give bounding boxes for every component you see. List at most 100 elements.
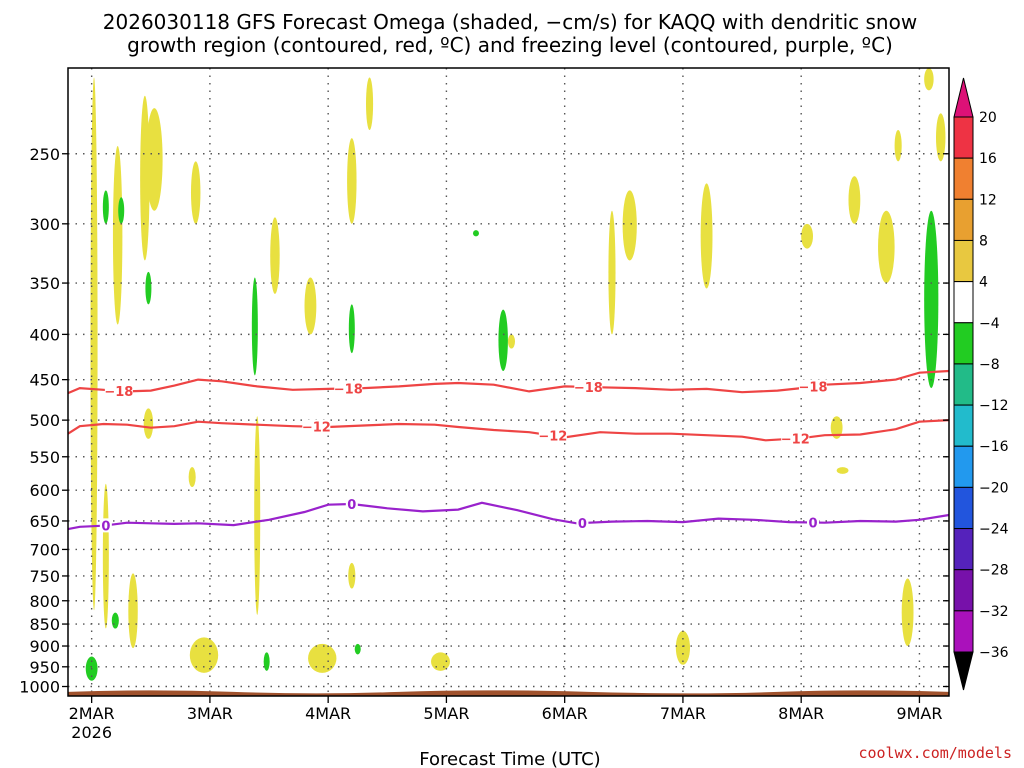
ground-surface-band — [68, 690, 949, 696]
omega-shade-region-8 — [507, 334, 516, 349]
colorbar-label-9: −20 — [979, 480, 1009, 496]
colorbar-label-5: −4 — [979, 316, 1000, 332]
temperature-contours: −18 −18 −18 −18 −12 −12 −12 0 0 0 0 — [67, 369, 950, 534]
axes: 250 300 350 400 450 500 550 600 650 700 750 800 850 9… — [19, 67, 950, 742]
y-tick-label-500: 500 — [29, 411, 60, 430]
colorbar-label-3: 8 — [979, 233, 988, 249]
omega-shade-region-1 — [112, 145, 123, 325]
omega-shade-region-30 — [348, 562, 356, 589]
omega-shade-region-3 — [146, 108, 163, 211]
omega-shade-region-4 — [190, 161, 201, 224]
site-credit: coolwx.com/models — [858, 744, 1012, 762]
y-tick-label-900: 900 — [29, 637, 60, 656]
colorbar-label-0: 20 — [979, 110, 997, 126]
omega-shade-region-41 — [472, 230, 479, 237]
colorbar-segment-4 — [953, 281, 974, 324]
contour-label-bg-minus18-2 — [574, 379, 603, 394]
x-tick-label-4MAR: 4MAR — [305, 704, 351, 723]
contour-label-bg-minus12-2 — [781, 431, 810, 446]
contour-label-bg-minus18-0 — [104, 383, 133, 398]
y-tick-label-950: 950 — [29, 658, 60, 677]
contour-label-minus12-0: −12 — [302, 421, 331, 436]
contour-label-minus18-3: −18 — [799, 380, 828, 395]
colorbar-label-4: 4 — [979, 275, 988, 291]
ground-surface — [68, 690, 949, 696]
contour-label-minus18-1: −18 — [334, 382, 363, 397]
omega-shade-region-13 — [848, 176, 861, 224]
omega-shade-region-28 — [254, 416, 261, 615]
colorbar-segment-0 — [953, 116, 974, 159]
y-tick-label-700: 700 — [29, 540, 60, 559]
omega-shade-region-6 — [347, 138, 357, 224]
colorbar-label-7: −12 — [979, 398, 1009, 414]
contour-label-zero-0: 0 — [101, 519, 110, 534]
y-tick-label-850: 850 — [29, 615, 60, 634]
contour-label-bg-zero-0 — [99, 518, 112, 533]
omega-shade-region-31 — [270, 217, 280, 294]
contour-label-minus18-0: −18 — [104, 385, 133, 400]
omega-shade-region-16 — [935, 113, 946, 162]
x-tick-label-7MAR: 7MAR — [660, 704, 706, 723]
colorbar-segment-3 — [953, 239, 974, 283]
contour-label-bg-minus12-1 — [538, 428, 567, 443]
colorbar-segment-9 — [953, 486, 974, 530]
contour-label-zero-1: 0 — [347, 498, 356, 513]
x-tick-label-9MAR: 9MAR — [896, 704, 942, 723]
omega-shade-region-32 — [498, 309, 508, 372]
omega-shade-region-23 — [901, 578, 914, 647]
omega-shade-region-20 — [308, 643, 337, 673]
omega-shade-region-18 — [143, 408, 154, 439]
y-tick-label-450: 450 — [29, 371, 60, 390]
y-tick-label-600: 600 — [29, 481, 60, 500]
colorbar-label-12: −32 — [979, 604, 1009, 620]
omega-shade-region-17 — [924, 68, 934, 91]
colorbar-segment-7 — [953, 404, 974, 447]
omega-shade-region-25 — [102, 483, 109, 629]
contour-label-minus12-2: −12 — [781, 433, 810, 448]
x-tick-label-2MAR: 2MAR — [69, 704, 115, 723]
y-tick-label-550: 550 — [29, 448, 60, 467]
omega-shade-region-5 — [304, 277, 317, 335]
omega-shade-region-33 — [924, 210, 939, 389]
colorbar-label-6: −8 — [979, 357, 1000, 373]
colorbar-segment-11 — [953, 569, 974, 612]
y-tick-label-650: 650 — [29, 512, 60, 531]
contour-label-bg-minus18-3 — [799, 379, 828, 394]
contour-label-bg-zero-1 — [345, 497, 358, 512]
omega-shade-region-26 — [836, 467, 849, 474]
omega-shade-region-14 — [878, 210, 895, 284]
omega-shade-region-22 — [675, 630, 691, 665]
colorbar-top-arrow — [953, 77, 974, 118]
colorbar-segment-8 — [953, 445, 974, 488]
omega-shade-region-21 — [431, 652, 450, 671]
omega-shade-region-0 — [90, 77, 98, 611]
contour-label-bg-minus12-0 — [302, 419, 331, 434]
colorbar-label-1: 16 — [979, 151, 997, 167]
contour-label-bg-zero-3 — [807, 515, 820, 530]
omega-shade-region-39 — [102, 190, 109, 224]
colorbar-segment-10 — [953, 528, 974, 571]
contour-label-bg-zero-2 — [576, 516, 589, 531]
colorbar-segment-2 — [953, 198, 974, 241]
colorbar-label-10: −24 — [979, 522, 1009, 538]
contour-label-minus12-1: −12 — [538, 430, 567, 445]
omega-shade-region-40 — [145, 271, 152, 305]
y-tick-label-350: 350 — [29, 274, 60, 293]
omega-shade-region-15 — [894, 129, 902, 162]
colorbar-label-8: −16 — [979, 439, 1009, 455]
omega-shade-region-24 — [128, 573, 138, 649]
omega-shade-region-29 — [188, 467, 196, 487]
omega-shade-region-12 — [801, 223, 814, 249]
omega-shade-region-37 — [251, 277, 258, 376]
x-tick-label-5MAR: 5MAR — [423, 704, 469, 723]
colorbar-label-11: −28 — [979, 563, 1009, 579]
omega-shade-region-36 — [348, 304, 355, 354]
x-axis-label: Forecast Time (UTC) — [419, 749, 600, 768]
plot-frame — [67, 67, 950, 697]
omega-shading-layer — [85, 68, 946, 681]
omega-shade-region-9 — [608, 210, 616, 335]
y-tick-label-300: 300 — [29, 215, 60, 234]
contour-label-minus18-2: −18 — [574, 381, 603, 396]
y-tick-label-250: 250 — [29, 145, 60, 164]
omega-shade-region-19 — [189, 637, 219, 673]
